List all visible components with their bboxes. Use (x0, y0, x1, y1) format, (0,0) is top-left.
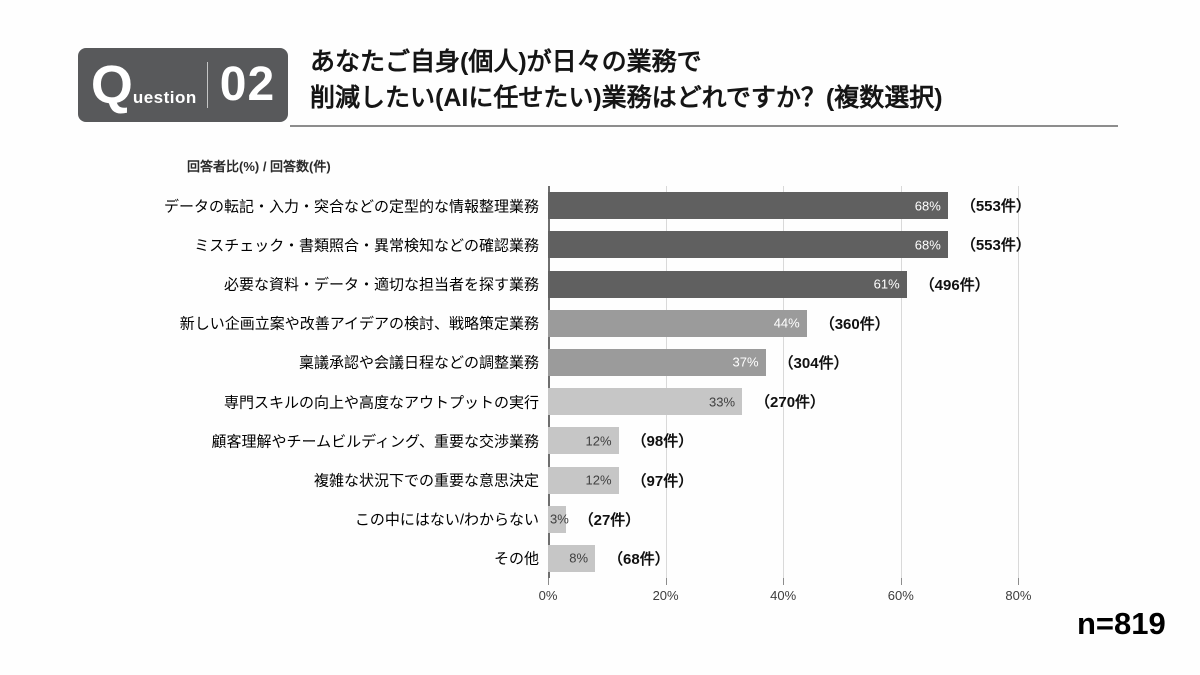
bar-count-label: （360件） (819, 315, 890, 333)
bar-percent-label: 33% (709, 394, 736, 410)
question-badge: Q uestion 02 (78, 48, 288, 122)
chart-row: 新しい企画立案や改善アイデアの検討、戦略策定業務 44% （360件） (180, 304, 1136, 343)
x-axis-tick-label: 0% (538, 588, 558, 603)
x-axis-tick-label: 20% (652, 588, 679, 603)
chart-row: 顧客理解やチームビルディング、重要な交渉業務 12% （98件） (212, 421, 1136, 460)
chart-row: データの転記・入力・突合などの定型的な情報整理業務 68% （553件） (164, 186, 1136, 225)
axis-caption: 回答者比(%) / 回答数(件) (187, 159, 331, 174)
bar-percent-label: 12% (585, 433, 612, 449)
chart-row: 稟議承認や会議日程などの調整業務 37% （304件） (299, 343, 1136, 382)
question-word: Q uestion (91, 58, 197, 112)
x-axis-tick-label: 80% (1005, 588, 1032, 603)
chart-row: この中にはない/わからない 3% （27件） (355, 500, 1136, 539)
x-axis-tick-label: 40% (770, 588, 797, 603)
question-q-letter: Q (90, 55, 133, 115)
gridline (900, 186, 902, 578)
bar-count-label: （27件） (578, 511, 641, 529)
chart-row: その他 8% （68件） (494, 539, 1136, 578)
bar-count-label: （98件） (631, 433, 694, 451)
category-label: 顧客理解やチームビルディング、重要な交渉業務 (211, 433, 539, 451)
bar: 37% (548, 348, 766, 376)
bar-percent-label: 44% (773, 315, 800, 331)
bar-count-label: （68件） (608, 550, 670, 568)
bar: 44% (548, 309, 807, 337)
bar-count-label: （496件） (919, 276, 990, 294)
chart-row: 必要な資料・データ・適切な担当者を探す業務 61% （496件） (224, 264, 1136, 303)
question-rest-letters: uestion (132, 88, 197, 107)
category-label: 必要な資料・データ・適切な担当者を探す業務 (223, 276, 539, 294)
chart-row: 複雑な状況下での重要な意思決定 12% （97件） (314, 460, 1136, 499)
bar: 68% (548, 231, 948, 259)
bar: 12% (548, 427, 619, 455)
category-label: 複雑な状況下での重要な意思決定 (313, 472, 539, 490)
chart-row: ミスチェック・書類照合・異常検知などの確認業務 68% （553件） (194, 225, 1136, 264)
category-label: その他 (493, 550, 539, 568)
category-label: この中にはない/わからない (354, 511, 539, 529)
question-number: 02 (219, 58, 276, 111)
bar: 8% (548, 544, 596, 572)
x-axis-tick (900, 578, 902, 585)
category-label: 新しい企画立案や改善アイデアの検討、戦略策定業務 (179, 315, 539, 333)
x-axis-tick (783, 578, 785, 585)
category-label: ミスチェック・書類照合・異常検知などの確認業務 (194, 237, 539, 255)
bar: 33% (548, 388, 743, 416)
page-title-line2: 削減したい(AIに任せたい)業務はどれですか？(複数選択) (310, 84, 943, 112)
bar-count-label: （270件） (755, 394, 826, 412)
category-label: 稟議承認や会議日程などの調整業務 (298, 354, 539, 372)
bar-count-label: （304件） (778, 354, 849, 372)
gridline (1018, 186, 1020, 578)
bar-count-label: （553件） (960, 237, 1031, 255)
x-axis-tick (548, 578, 549, 585)
category-label: 専門スキルの向上や高度なアウトプットの実行 (223, 394, 539, 412)
y-axis-line (548, 186, 550, 578)
x-axis-tick-label: 60% (887, 588, 914, 603)
gridline (783, 186, 785, 578)
bar-percent-label: 12% (585, 472, 612, 488)
category-label: データの転記・入力・突合などの定型的な情報整理業務 (163, 198, 539, 216)
bar-percent-label: 37% (732, 354, 759, 370)
page-title-line1: あなたご自身(個人)が日々の業務で (310, 48, 702, 76)
x-axis-tick (1018, 578, 1020, 585)
sample-size: n=819 (1077, 606, 1166, 641)
plot-area: データの転記・入力・突合などの定型的な情報整理業務 68% （553件） ミスチ… (164, 186, 1136, 603)
title-underline (290, 125, 1118, 127)
chart-row: 専門スキルの向上や高度なアウトプットの実行 33% （270件） (224, 382, 1136, 421)
bars-layer: データの転記・入力・突合などの定型的な情報整理業務 68% （553件） ミスチ… (164, 186, 1136, 578)
bar-percent-label: 68% (914, 198, 941, 214)
bar-count-label: （553件） (960, 198, 1031, 216)
bar: 61% (548, 270, 907, 298)
bar-count-label: （97件） (631, 472, 694, 490)
bar: 68% (548, 192, 948, 220)
bar: 3% (548, 505, 569, 533)
bar: 12% (548, 466, 619, 494)
badge-divider (206, 62, 208, 108)
bar-percent-label: 61% (873, 276, 900, 292)
bar-percent-label: 3% (550, 511, 569, 527)
gridline (665, 186, 667, 578)
bar-percent-label: 68% (914, 237, 941, 253)
x-axis-tick (665, 578, 667, 585)
bar-percent-label: 8% (569, 550, 589, 566)
page-title: あなたご自身(個人)が日々の業務で 削減したい(AIに任せたい)業務はどれですか… (310, 44, 1150, 116)
